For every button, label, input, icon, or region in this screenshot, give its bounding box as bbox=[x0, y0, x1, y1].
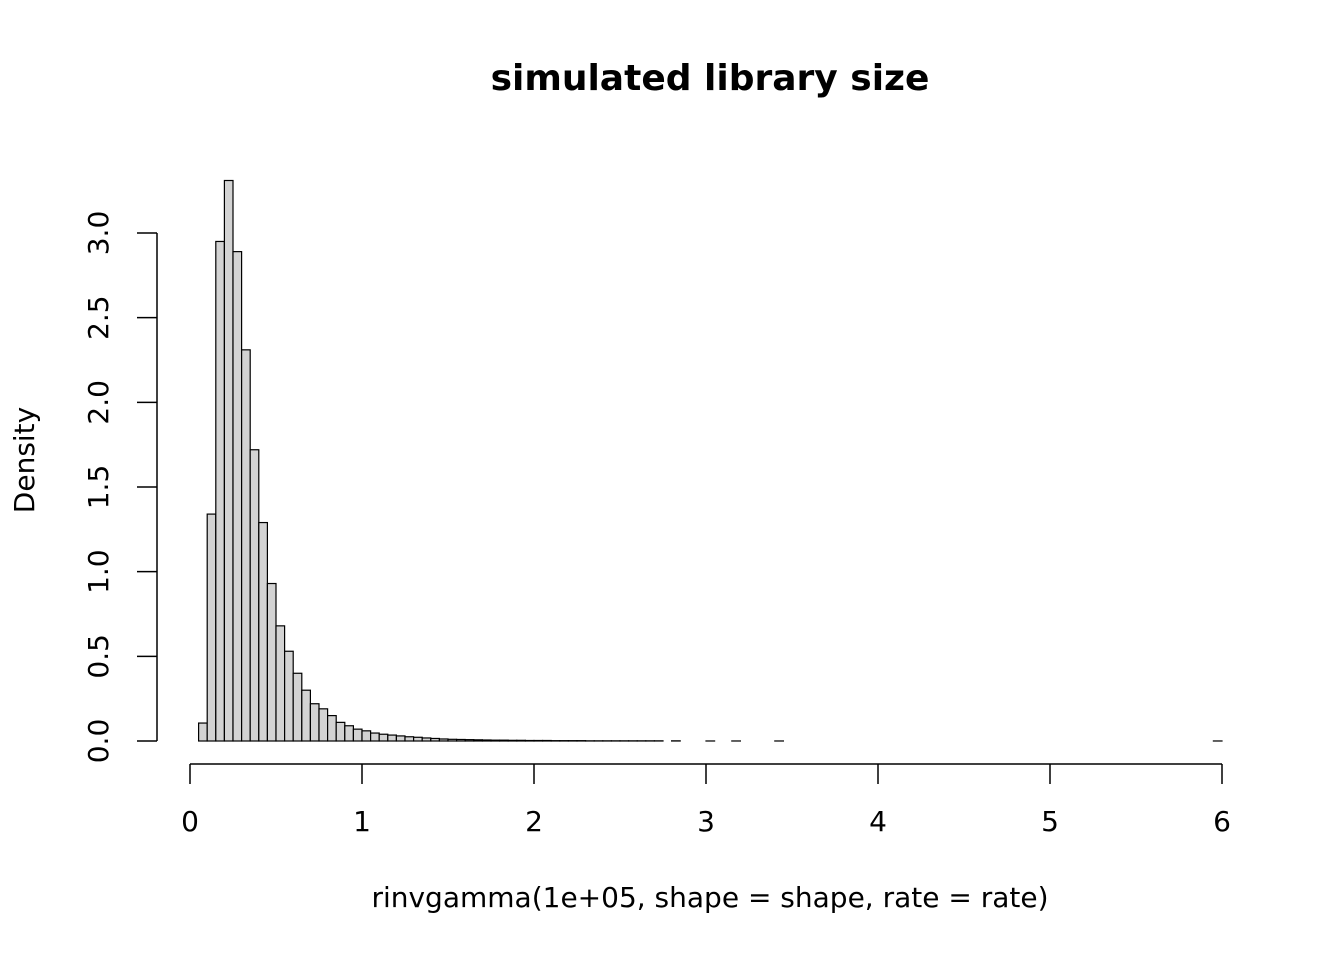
bar bbox=[387, 734, 397, 742]
bar bbox=[499, 739, 509, 742]
bar bbox=[447, 738, 458, 742]
bar bbox=[438, 738, 449, 742]
y-tick-label: 3.0 bbox=[82, 211, 115, 256]
bar bbox=[241, 349, 251, 742]
y-tick-label: 2.0 bbox=[82, 380, 115, 425]
y-tick-label: 0.0 bbox=[82, 719, 115, 764]
x-tick-label: 3 bbox=[697, 805, 715, 838]
bar bbox=[232, 251, 243, 742]
bar bbox=[335, 721, 346, 742]
y-tick-label: 1.5 bbox=[82, 465, 115, 510]
bar bbox=[223, 179, 234, 742]
bar bbox=[292, 672, 303, 742]
bar bbox=[370, 732, 380, 742]
bar bbox=[413, 736, 423, 742]
x-axis-label: rinvgamma(1e+05, shape = shape, rate = r… bbox=[371, 881, 1048, 914]
bar bbox=[215, 240, 226, 742]
bar bbox=[344, 725, 354, 742]
bar bbox=[464, 739, 475, 742]
x-tick-label: 5 bbox=[1041, 805, 1059, 838]
bar bbox=[318, 708, 329, 742]
bar bbox=[284, 650, 294, 742]
bar bbox=[456, 738, 466, 742]
bar bbox=[206, 513, 217, 742]
bar bbox=[352, 728, 363, 742]
x-tick-label: 0 bbox=[181, 805, 199, 838]
bar bbox=[533, 739, 544, 742]
x-tick-label: 1 bbox=[353, 805, 371, 838]
bar bbox=[541, 739, 552, 742]
bar bbox=[275, 625, 286, 742]
bar bbox=[490, 739, 501, 742]
bar bbox=[507, 739, 518, 742]
bar bbox=[473, 739, 483, 742]
bar bbox=[404, 736, 415, 742]
x-tick-label: 6 bbox=[1213, 805, 1231, 838]
bar bbox=[421, 737, 432, 742]
bar bbox=[309, 703, 320, 742]
x-tick-label: 2 bbox=[525, 805, 543, 838]
x-tick-label: 4 bbox=[869, 805, 887, 838]
bar bbox=[249, 449, 260, 742]
bar bbox=[430, 737, 440, 742]
bar bbox=[198, 722, 208, 742]
bar bbox=[327, 714, 337, 742]
chart-title: simulated library size bbox=[491, 58, 930, 99]
bar bbox=[301, 689, 311, 742]
bar bbox=[516, 739, 526, 742]
bar bbox=[481, 739, 492, 742]
y-tick-label: 2.5 bbox=[82, 295, 115, 340]
bar bbox=[361, 730, 372, 742]
y-tick-label: 1.0 bbox=[82, 549, 115, 594]
bar bbox=[378, 733, 389, 742]
bar bbox=[258, 521, 268, 742]
bar bbox=[524, 739, 535, 742]
y-tick-label: 0.5 bbox=[82, 634, 115, 679]
bar bbox=[266, 582, 277, 742]
y-axis-label: Density bbox=[8, 407, 41, 513]
bar bbox=[395, 735, 406, 742]
